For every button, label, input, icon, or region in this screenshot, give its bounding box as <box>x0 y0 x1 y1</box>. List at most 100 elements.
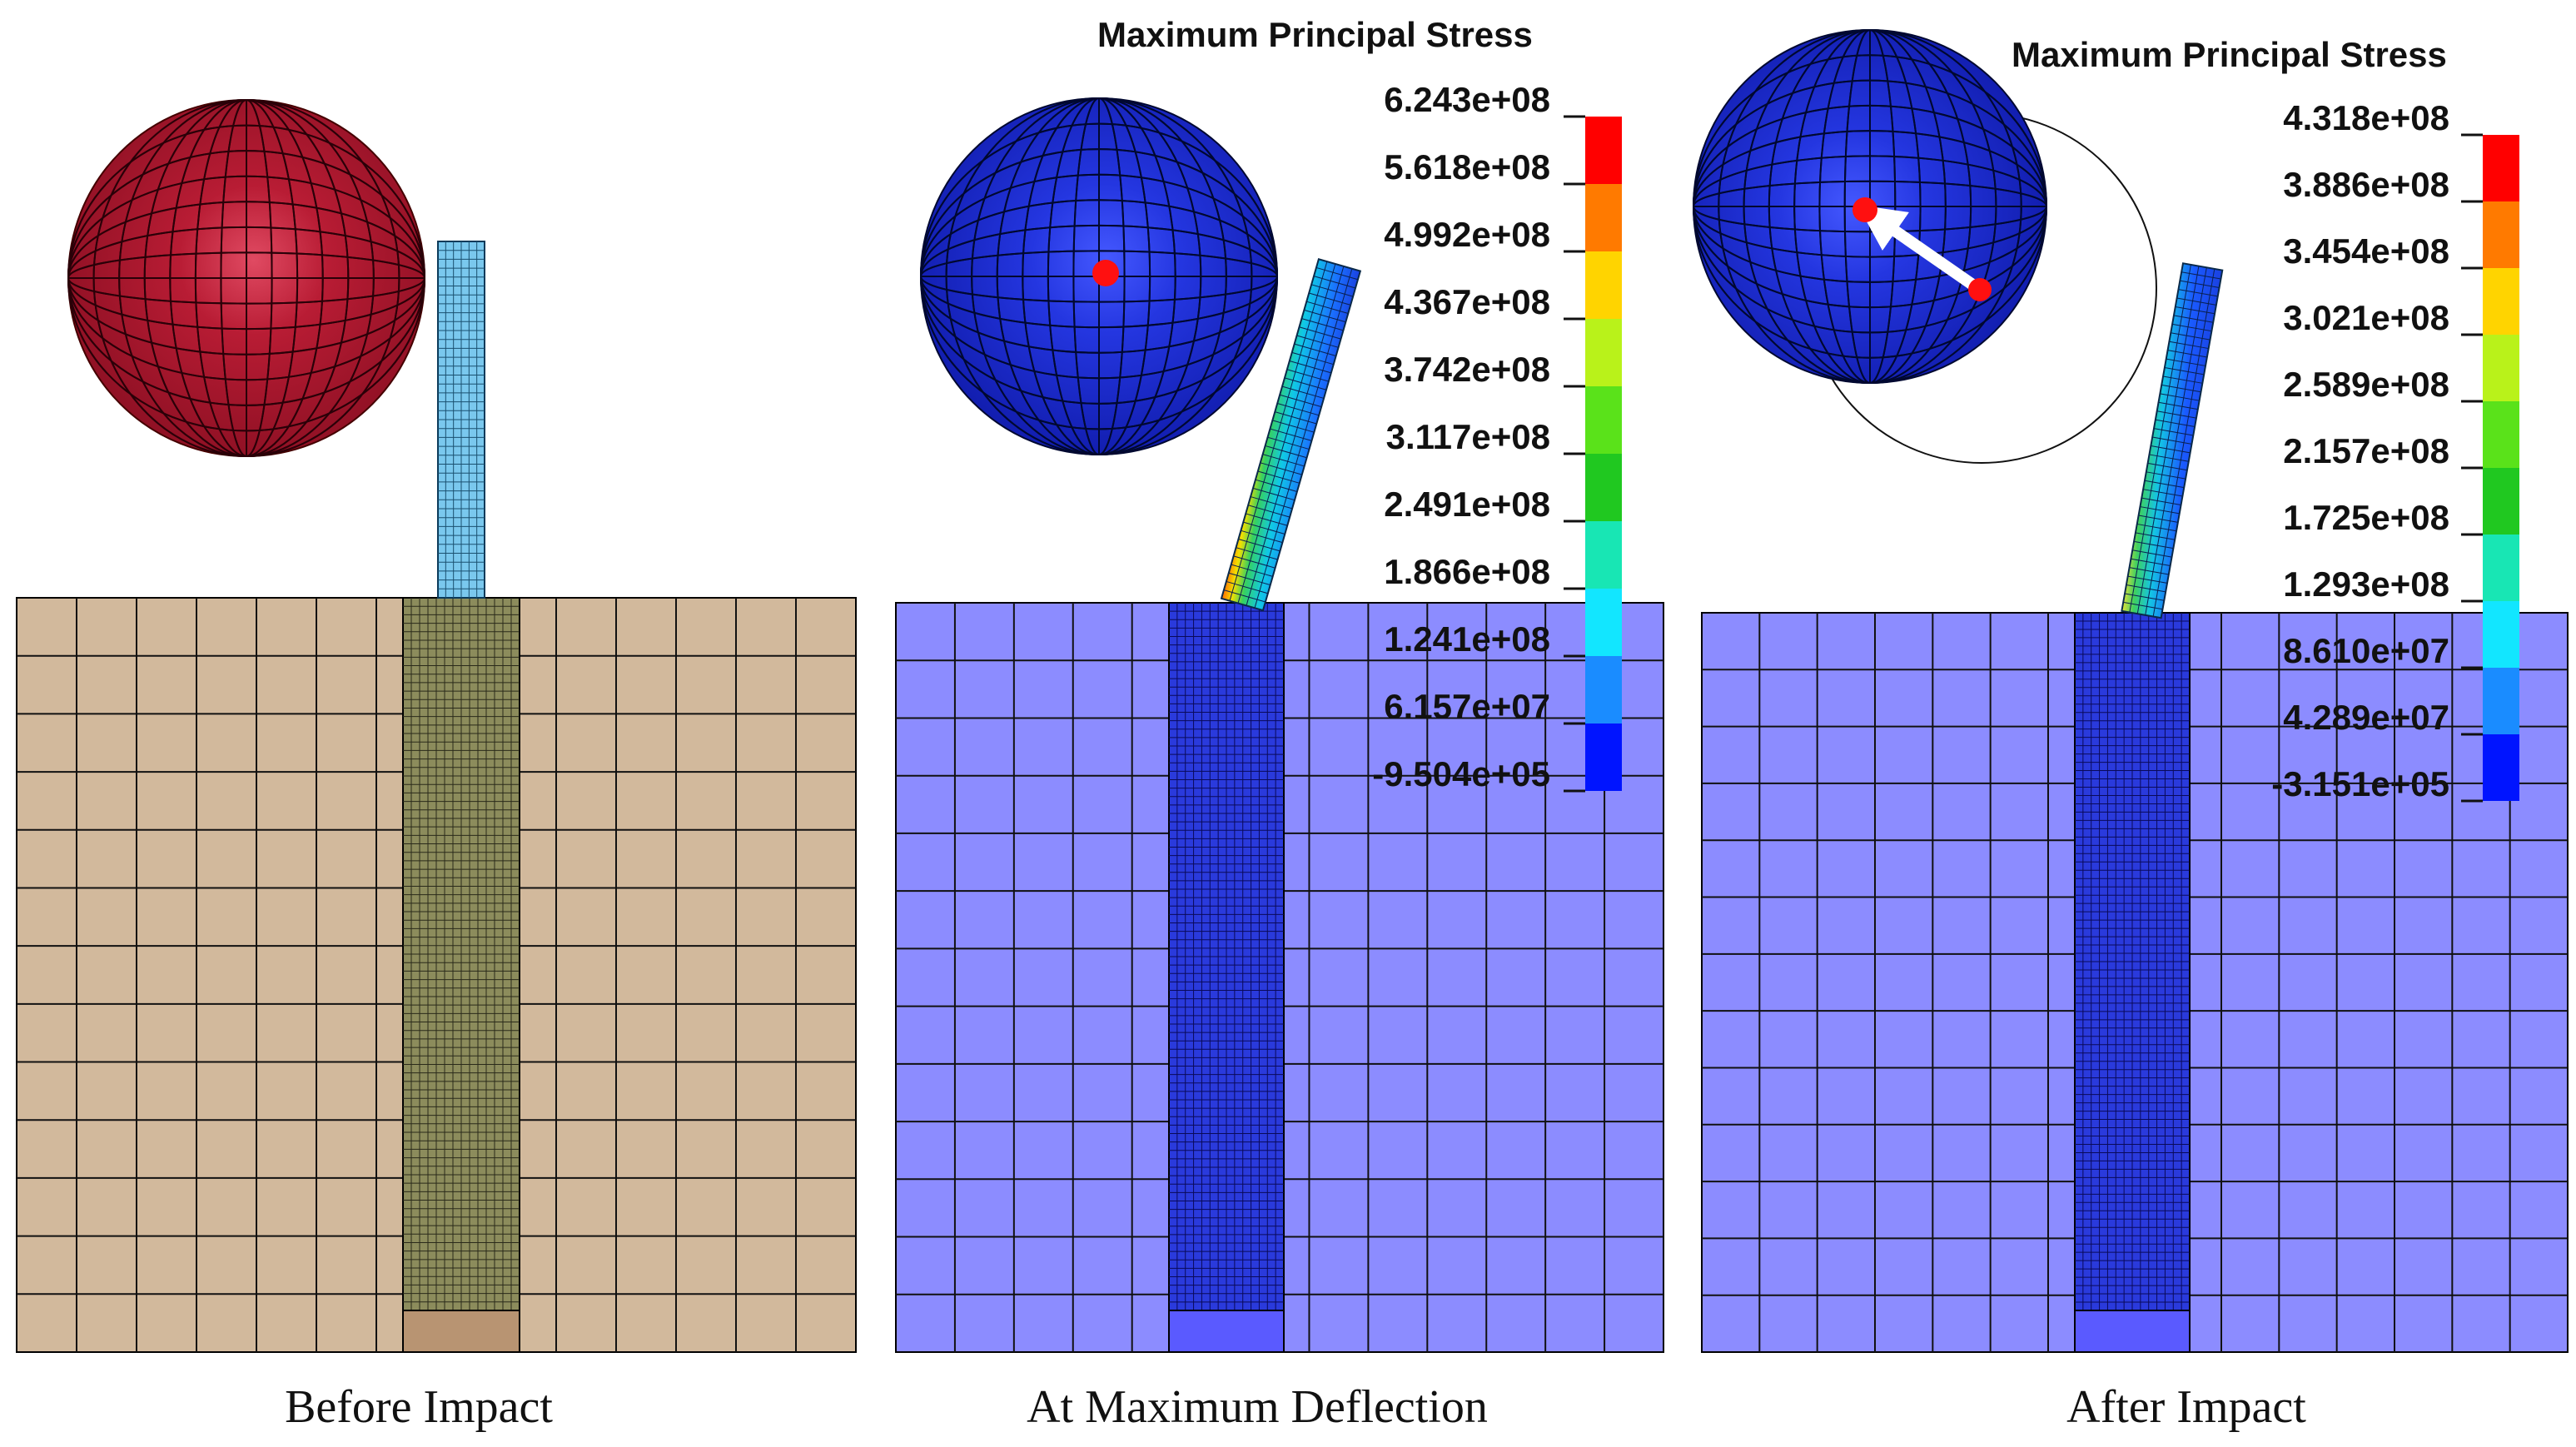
colorbar-segment <box>2483 201 2519 268</box>
mesh-line <box>2132 549 2172 558</box>
mesh-line <box>2161 384 2201 393</box>
colorbar-segment <box>2483 468 2519 535</box>
mesh-line <box>2158 401 2198 410</box>
pile-mesh <box>403 598 520 1310</box>
mesh-line <box>1299 326 1341 340</box>
rebound-arrow <box>1857 205 1986 296</box>
mesh-line <box>2172 323 2212 332</box>
stress-colorbar <box>2483 135 2519 801</box>
mesh-line <box>2175 306 2215 315</box>
colorbar-segment <box>1585 117 1622 184</box>
stress-colorbar <box>1585 117 1622 791</box>
pole-mesh <box>438 241 485 598</box>
mesh-line <box>1257 470 1300 484</box>
panel-before-impact <box>16 99 857 1353</box>
mesh-line <box>1241 530 1283 544</box>
mesh-line <box>2124 593 2165 601</box>
mesh-line <box>1315 266 1359 281</box>
colorbar-label: 1.725e+08 <box>2283 498 2449 537</box>
mesh-line <box>2178 289 2218 297</box>
colorbar-label: -9.504e+05 <box>1372 754 1550 793</box>
mesh-line <box>2129 567 2169 575</box>
mesh-line <box>1310 284 1354 297</box>
mesh-line <box>2123 601 2163 610</box>
sphere-center-marker <box>1092 260 1119 286</box>
mesh-line <box>2127 575 2168 584</box>
colorbar-label: 3.454e+08 <box>2283 231 2449 271</box>
colorbar-label: 4.318e+08 <box>2283 98 2449 137</box>
mesh-line <box>2164 367 2205 375</box>
colorbar-label: 1.241e+08 <box>1384 619 1550 659</box>
mesh-line <box>1246 513 1288 526</box>
colorbar-segment <box>1585 521 1622 589</box>
colorbar-segment <box>1585 589 1622 656</box>
mesh-line <box>2181 271 2221 280</box>
colorbar-label: 3.117e+08 <box>1386 417 1550 456</box>
mesh-line <box>1243 521 1286 535</box>
mesh-line <box>2144 480 2185 489</box>
colorbar-segment <box>1585 184 1622 251</box>
colorbar-label: 1.866e+08 <box>1384 552 1550 591</box>
mesh-line <box>1275 411 1317 425</box>
mesh-line <box>2160 393 2200 401</box>
colorbar-segment <box>2483 734 2519 801</box>
mesh-line <box>2136 523 2177 532</box>
pole-mesh <box>2123 264 2221 617</box>
pile-mesh <box>1169 603 1284 1310</box>
mesh-line <box>1272 420 1315 433</box>
mesh-line <box>1236 547 1278 560</box>
mesh-line <box>1301 318 1344 331</box>
colorbar-segment <box>1585 454 1622 521</box>
mesh-line <box>1284 377 1327 390</box>
mesh-line <box>1262 454 1305 467</box>
mesh-line <box>1238 539 1281 552</box>
colorbar-segment <box>1585 251 1622 319</box>
mesh-line <box>2134 540 2174 549</box>
colorbar-segment <box>1585 386 1622 454</box>
legend-title: Maximum Principal Stress <box>2012 35 2447 74</box>
mesh-line <box>2176 297 2216 306</box>
mesh-line <box>1260 462 1302 475</box>
caption-after-impact: After Impact <box>2066 1381 2306 1433</box>
mesh-line <box>1277 402 1320 416</box>
colorbar-label: 2.157e+08 <box>2283 431 2449 470</box>
mesh-line <box>1291 351 1334 365</box>
colorbar-label: 4.289e+07 <box>2283 698 2449 737</box>
mesh-line <box>2152 436 2192 445</box>
current-center-marker <box>1852 197 1877 222</box>
colorbar-label: -3.151e+05 <box>2271 764 2449 803</box>
mesh-line <box>1265 445 1307 459</box>
panel-after-impact: Maximum Principal Stress 4.318e+08 3.886e… <box>1693 29 2569 1353</box>
mesh-line <box>2146 471 2186 480</box>
colorbar-label: 6.243e+08 <box>1384 80 1550 119</box>
colorbar-label: 4.367e+08 <box>1384 282 1550 321</box>
pile-mesh <box>2075 613 2190 1310</box>
sphere-mesh <box>67 99 425 457</box>
mesh-line <box>1267 436 1310 450</box>
mesh-line <box>1286 369 1330 382</box>
mesh-line <box>1231 564 1273 577</box>
colorbar-segment <box>1585 319 1622 386</box>
colorbar-segment <box>2483 268 2519 335</box>
mesh-line <box>2155 419 2196 428</box>
mesh-line <box>2140 506 2180 515</box>
mesh-line <box>1250 496 1293 510</box>
colorbar-segment <box>1585 656 1622 724</box>
colorbar-segment <box>2483 401 2519 468</box>
mesh-line <box>1270 428 1312 441</box>
pole-mesh <box>1223 261 1359 609</box>
mesh-line <box>2162 375 2203 384</box>
mesh-line <box>1304 309 1346 323</box>
colorbar-label: 5.618e+08 <box>1384 147 1550 186</box>
pile-base <box>1168 1310 1285 1353</box>
mesh-line <box>1223 589 1266 603</box>
mesh-line <box>1255 479 1298 492</box>
mesh-line <box>1309 292 1351 306</box>
mesh-line <box>2143 489 2183 497</box>
colorbar-label: 8.610e+07 <box>2283 631 2449 670</box>
colorbar-label: 3.021e+08 <box>2283 298 2449 337</box>
colorbar-segment <box>2483 535 2519 601</box>
mesh-line <box>2166 358 2206 366</box>
colorbar-segment <box>2483 668 2519 734</box>
